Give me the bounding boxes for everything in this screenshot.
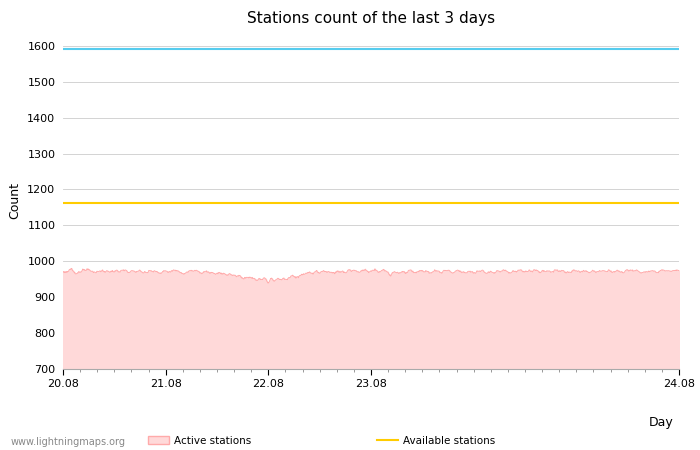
Y-axis label: Count: Count — [8, 182, 22, 219]
Text: www.lightningmaps.org: www.lightningmaps.org — [10, 436, 125, 446]
Text: Day: Day — [649, 416, 674, 429]
Title: Stations count of the last 3 days: Stations count of the last 3 days — [247, 11, 495, 26]
Legend: Active stations, Highest count of active stations ever, Available stations: Active stations, Highest count of active… — [144, 432, 500, 450]
